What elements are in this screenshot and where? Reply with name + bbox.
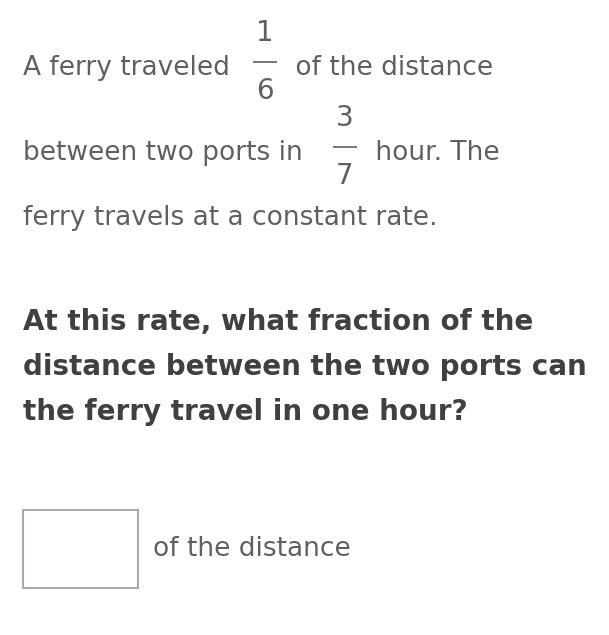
Text: of the distance: of the distance [287,55,493,81]
Text: ferry travels at a constant rate.: ferry travels at a constant rate. [23,205,437,231]
Text: 7: 7 [336,162,354,190]
Text: the ferry travel in one hour?: the ferry travel in one hour? [23,398,468,426]
Text: 1: 1 [256,19,274,47]
Text: 6: 6 [256,77,274,105]
Text: At this rate, what fraction of the: At this rate, what fraction of the [23,308,533,336]
Text: A ferry traveled: A ferry traveled [23,55,238,81]
FancyBboxPatch shape [23,510,138,588]
Text: 3: 3 [336,104,354,132]
Text: between two ports in: between two ports in [23,140,311,166]
Text: hour. The: hour. The [367,140,499,166]
Text: of the distance: of the distance [153,536,351,562]
Text: distance between the two ports can: distance between the two ports can [23,353,586,381]
